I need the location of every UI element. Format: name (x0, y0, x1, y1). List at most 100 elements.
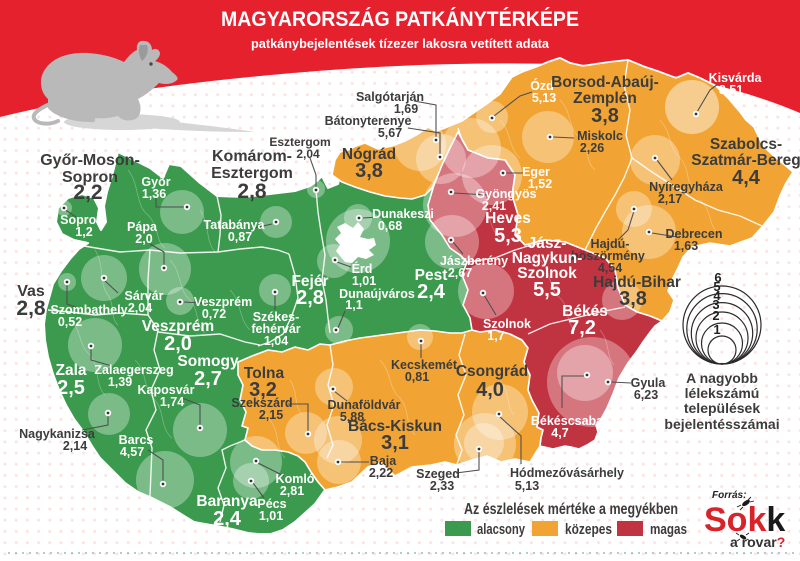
svg-text:Szolnok: Szolnok (483, 317, 531, 331)
svg-text:közepes: közepes (565, 521, 612, 538)
svg-text:Ózd: Ózd (530, 78, 554, 93)
svg-text:1,36: 1,36 (142, 187, 166, 201)
svg-text:Sárvár: Sárvár (125, 289, 164, 303)
svg-text:2,8: 2,8 (237, 180, 267, 203)
svg-text:6: 6 (714, 270, 721, 285)
svg-text:böszörmény: böszörmény (571, 249, 645, 263)
svg-text:Veszprém: Veszprém (142, 318, 214, 335)
svg-text:Csongrád: Csongrád (456, 363, 528, 380)
svg-text:Pest: Pest (415, 267, 448, 284)
svg-text:Barcs: Barcs (119, 433, 154, 447)
svg-text:Baja: Baja (370, 454, 397, 468)
svg-text:3,8: 3,8 (591, 105, 619, 127)
svg-text:1,39: 1,39 (108, 375, 132, 389)
svg-text:3: 3 (712, 297, 719, 312)
svg-text:Fejér: Fejér (291, 273, 328, 290)
svg-text:Eger: Eger (522, 165, 550, 179)
svg-text:Veszprém: Veszprém (194, 295, 252, 309)
svg-text:2: 2 (712, 308, 719, 323)
svg-text:Az észlelések mértéke a megyék: Az észlelések mértéke a megyékben (464, 501, 678, 518)
svg-text:Salgótarján: Salgótarján (356, 90, 424, 104)
svg-text:Bács-Kiskun: Bács-Kiskun (348, 418, 442, 435)
svg-text:lélekszámú: lélekszámú (685, 385, 760, 401)
svg-text:Szolnok: Szolnok (517, 265, 577, 282)
svg-text:Sopron: Sopron (62, 169, 118, 186)
svg-text:Érd: Érd (352, 261, 373, 276)
svg-text:0,81: 0,81 (405, 370, 429, 384)
svg-text:Nagykanizsa: Nagykanizsa (19, 427, 96, 441)
svg-text:Békéscsaba: Békéscsaba (531, 414, 604, 428)
svg-text:0,52: 0,52 (58, 315, 82, 329)
svg-text:1,04: 1,04 (264, 334, 288, 348)
svg-text:3,1: 3,1 (381, 432, 409, 454)
svg-text:2,67: 2,67 (448, 266, 472, 280)
svg-text:Tatabánya: Tatabánya (204, 218, 266, 232)
svg-text:Hódmezővásárhely: Hódmezővásárhely (510, 466, 624, 480)
svg-text:0,68: 0,68 (378, 219, 402, 233)
svg-text:Zemplén: Zemplén (573, 90, 637, 107)
svg-text:Jász-: Jász- (528, 235, 567, 252)
svg-text:1,2: 1,2 (75, 225, 92, 239)
svg-text:2,04: 2,04 (128, 301, 152, 315)
svg-text:4,57: 4,57 (120, 445, 144, 459)
svg-text:Nagykun-: Nagykun- (512, 250, 583, 267)
svg-text:Vas: Vas (17, 283, 45, 300)
svg-text:Somogy: Somogy (177, 353, 239, 370)
svg-text:2,14: 2,14 (63, 439, 87, 453)
svg-text:Kaposvár: Kaposvár (138, 383, 195, 397)
svg-text:Szatmár-Bereg: Szatmár-Bereg (691, 152, 800, 169)
svg-text:a rovar?: a rovar? (730, 534, 785, 550)
svg-text:1,74: 1,74 (160, 395, 184, 409)
svg-text:5,5: 5,5 (533, 279, 561, 301)
svg-text:5,13: 5,13 (515, 479, 539, 493)
svg-text:Esztergom: Esztergom (269, 135, 330, 149)
svg-text:2,41: 2,41 (482, 199, 506, 213)
svg-text:2,7: 2,7 (194, 368, 222, 390)
svg-text:Békés: Békés (562, 303, 608, 320)
svg-text:1,1: 1,1 (345, 298, 362, 312)
svg-text:A nagyobb: A nagyobb (686, 370, 758, 386)
svg-text:2,04: 2,04 (296, 147, 320, 161)
svg-text:Szombathely: Szombathely (50, 303, 127, 317)
svg-text:2,8: 2,8 (296, 287, 324, 309)
svg-text:Bátonyterenye: Bátonyterenye (325, 114, 412, 128)
svg-text:Székes-: Székes- (253, 310, 300, 324)
svg-text:Hajdú-: Hajdú- (591, 237, 630, 251)
svg-text:Szeged: Szeged (416, 467, 460, 481)
svg-text:1,01: 1,01 (259, 509, 283, 523)
svg-text:Dunaföldvár: Dunaföldvár (328, 398, 401, 412)
svg-text:4,0: 4,0 (476, 379, 504, 401)
svg-text:0,72: 0,72 (202, 307, 226, 321)
svg-text:7,2: 7,2 (568, 317, 596, 339)
svg-text:Komárom-: Komárom- (212, 148, 292, 165)
svg-text:2,0: 2,0 (135, 232, 152, 246)
svg-text:4,54: 4,54 (598, 261, 622, 275)
svg-text:1,7: 1,7 (487, 329, 504, 343)
svg-text:5: 5 (713, 279, 720, 294)
svg-text:3,51: 3,51 (719, 83, 743, 97)
svg-text:4,7: 4,7 (551, 426, 568, 440)
svg-text:4,4: 4,4 (732, 167, 761, 189)
svg-text:3,8: 3,8 (619, 288, 647, 310)
svg-text:3,2: 3,2 (249, 379, 277, 401)
svg-text:Forrás:: Forrás: (712, 490, 746, 501)
svg-text:patkánybejelentések tízezer la: patkánybejelentések tízezer lakosra vetí… (251, 36, 550, 51)
svg-text:Sopron: Sopron (60, 213, 104, 227)
svg-text:Kecskemét: Kecskemét (391, 358, 458, 372)
svg-text:2,22: 2,22 (369, 466, 393, 480)
svg-text:Borsod-Abaúj-: Borsod-Abaúj- (551, 74, 659, 91)
svg-text:Győr-Moson-: Győr-Moson- (40, 152, 140, 169)
svg-text:Sokk: Sokk (704, 501, 785, 539)
svg-text:Esztergom: Esztergom (211, 165, 293, 182)
svg-text:1,69: 1,69 (394, 102, 418, 116)
svg-text:Kisvárda: Kisvárda (709, 71, 763, 85)
svg-text:2,5: 2,5 (57, 377, 85, 399)
svg-text:Heves: Heves (485, 210, 531, 227)
svg-text:2,81: 2,81 (280, 484, 304, 498)
svg-text:Tolna: Tolna (244, 365, 285, 382)
svg-text:Komló: Komló (276, 472, 315, 486)
svg-text:2,4: 2,4 (417, 281, 446, 303)
svg-text:Zala: Zala (55, 362, 86, 379)
svg-text:5,88: 5,88 (340, 410, 364, 424)
svg-text:3,8: 3,8 (355, 160, 383, 182)
